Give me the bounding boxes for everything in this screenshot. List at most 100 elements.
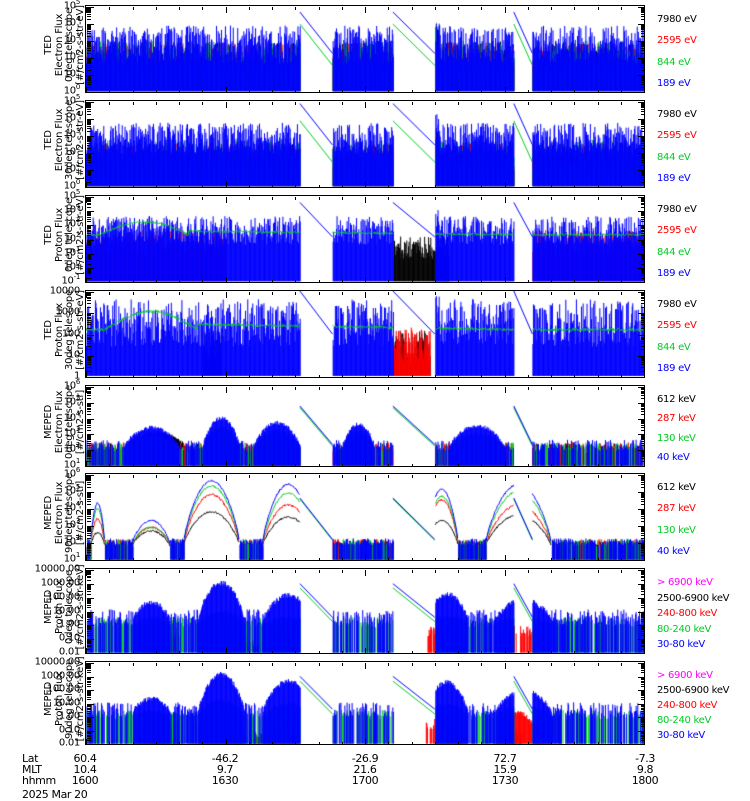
axis-tick xyxy=(620,464,622,466)
axis-tick xyxy=(179,90,180,92)
axis-tick xyxy=(295,7,297,10)
axis-minor-tick xyxy=(641,60,644,62)
axis-tick xyxy=(225,555,227,560)
axis-tick xyxy=(574,558,576,560)
axis-tick xyxy=(295,475,297,478)
axis-tick xyxy=(527,197,529,200)
axis-tick xyxy=(272,280,273,282)
axis-minor-tick xyxy=(641,480,644,482)
axis-tick xyxy=(155,197,157,200)
axis-minor-tick xyxy=(87,78,91,80)
axis-minor-tick xyxy=(87,586,91,588)
axis-tick xyxy=(295,387,297,390)
legend-entry: 612 keV xyxy=(657,482,696,493)
axis-minor-tick xyxy=(641,154,644,156)
axis-tick xyxy=(295,570,297,573)
axis-tick xyxy=(341,475,343,478)
y-tick-label: 104 xyxy=(63,15,81,29)
axis-tick xyxy=(574,280,576,282)
axis-tick xyxy=(109,663,111,666)
legend-entry: 240-800 keV xyxy=(657,700,718,711)
axis-minor-tick xyxy=(641,494,644,496)
axis-minor-tick xyxy=(87,137,91,139)
axis-tick xyxy=(248,558,250,560)
axis-minor-tick xyxy=(87,498,91,500)
axis-tick xyxy=(202,292,204,295)
axis-tick xyxy=(225,663,227,669)
axis-tick xyxy=(388,742,390,744)
x-axis-value-lat: 72.7 xyxy=(493,752,517,765)
axis-minor-tick xyxy=(87,321,91,323)
axis-tick xyxy=(132,570,134,573)
x-axis-value-lat: -46.2 xyxy=(211,752,239,765)
axis-tick xyxy=(434,742,436,744)
axis-tick xyxy=(434,663,436,666)
axis-minor-tick xyxy=(87,456,91,458)
axis-minor-tick xyxy=(641,59,644,61)
panel-ted-electron-30deg: TED Electron Flux 30deg telescope [#/cm2-s-… xyxy=(0,94,750,192)
axis-tick xyxy=(504,182,506,187)
axis-minor-tick xyxy=(641,202,644,204)
axis-minor-tick xyxy=(641,12,644,14)
axis-minor-tick xyxy=(87,734,91,736)
axis-tick xyxy=(644,570,645,576)
axis-minor-tick xyxy=(87,86,91,88)
axis-tick xyxy=(365,102,366,108)
axis-tick xyxy=(132,742,134,744)
axis-tick xyxy=(434,102,436,105)
axis-minor-tick xyxy=(87,527,91,529)
axis-tick xyxy=(86,648,87,653)
axis-minor-tick xyxy=(641,161,644,163)
axis-minor-tick xyxy=(641,607,644,609)
axis-minor-tick xyxy=(87,437,91,439)
axis-tick xyxy=(87,211,94,213)
axis-minor-tick xyxy=(87,607,91,609)
axis-tick xyxy=(434,7,436,10)
axis-minor-tick xyxy=(641,573,644,575)
axis-minor-tick xyxy=(641,125,644,127)
axis-minor-tick xyxy=(87,436,91,438)
legend-entry: 287 keV xyxy=(657,413,696,425)
y-tick-label: 0.10 xyxy=(58,632,80,644)
axis-tick xyxy=(644,102,645,108)
axis-tick xyxy=(644,739,645,745)
axis-minor-tick xyxy=(87,9,91,11)
axis-minor-tick xyxy=(87,292,91,294)
legend-entry: 40 keV xyxy=(657,452,690,463)
plot-area-ted-electron-30deg xyxy=(85,100,645,188)
axis-tick xyxy=(272,102,273,105)
axis-tick xyxy=(155,90,157,92)
axis-minor-tick xyxy=(641,537,644,539)
axis-minor-tick xyxy=(641,10,644,12)
axis-tick xyxy=(109,197,111,200)
axis-minor-tick xyxy=(641,699,644,701)
axis-minor-tick xyxy=(87,387,91,389)
axis-tick xyxy=(388,475,390,478)
axis-minor-tick xyxy=(641,435,644,437)
axis-tick xyxy=(132,90,134,92)
axis-tick xyxy=(411,663,413,666)
axis-minor-tick xyxy=(641,587,644,589)
axis-minor-tick xyxy=(87,697,91,699)
axis-tick xyxy=(638,717,644,718)
axis-tick xyxy=(87,355,94,357)
axis-tick xyxy=(504,387,506,393)
axis-minor-tick xyxy=(87,545,91,547)
axis-tick xyxy=(87,136,94,137)
y-tick-label: 105 xyxy=(63,393,81,408)
axis-minor-tick xyxy=(641,52,644,54)
axis-minor-tick xyxy=(87,731,91,733)
axis-tick xyxy=(458,280,459,282)
axis-tick xyxy=(132,292,134,295)
axis-minor-tick xyxy=(87,216,91,218)
axis-tick xyxy=(272,464,273,466)
axis-minor-tick xyxy=(87,273,91,275)
axis-minor-tick xyxy=(641,245,644,247)
axis-minor-tick xyxy=(641,198,644,200)
axis-minor-tick xyxy=(87,475,91,477)
axis-minor-tick xyxy=(87,648,91,650)
axis-minor-tick xyxy=(87,270,91,272)
axis-minor-tick xyxy=(87,419,91,421)
axis-minor-tick xyxy=(87,342,91,344)
axis-minor-tick xyxy=(87,461,91,463)
